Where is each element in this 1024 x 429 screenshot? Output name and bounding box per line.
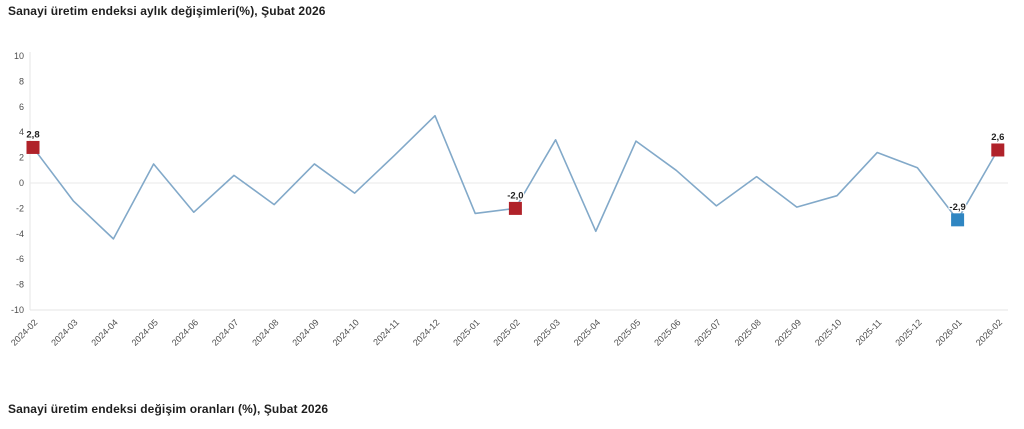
data-point-marker-2026-01[interactable] <box>951 213 965 227</box>
y-axis-tick-label: 4 <box>19 127 24 137</box>
x-axis-tick-label: 2025-03 <box>532 317 562 347</box>
x-axis-tick-label: 2025-10 <box>813 317 843 347</box>
x-axis-tick-label: 2025-08 <box>733 317 763 347</box>
y-axis-tick-label: 10 <box>14 51 24 61</box>
y-axis-tick-label: 6 <box>19 102 24 112</box>
series-line <box>32 114 999 240</box>
x-axis-tick-label: 2024-09 <box>290 317 320 347</box>
x-axis-tick-label: 2025-07 <box>692 317 722 347</box>
x-axis-tick-label: 2025-04 <box>572 317 602 347</box>
y-axis-tick-label: 8 <box>19 76 24 86</box>
x-axis-tick-label: 2025-11 <box>854 317 884 347</box>
section-title-bottom: Sanayi üretim endeksi değişim oranları (… <box>8 402 329 416</box>
x-axis-tick-label: 2024-12 <box>411 317 441 347</box>
x-axis-tick-label: 2025-09 <box>773 317 803 347</box>
x-axis-tick-label: 2025-05 <box>612 317 642 347</box>
x-axis-tick-label: 2025-01 <box>451 317 481 347</box>
x-axis-tick-label: 2024-08 <box>250 317 280 347</box>
line-chart: 10 8 6 4 2 0 -2 -4 -6 -8 -10 2024-02 2024-03 2024-04 2… <box>9 51 1008 348</box>
x-axis-tick-label: 2024-10 <box>331 317 361 347</box>
x-axis-tick-label: 2024-03 <box>49 317 79 347</box>
y-axis-tick-label: 0 <box>19 178 24 188</box>
y-axis-tick-label: -10 <box>11 305 24 315</box>
x-axis-tick-label: 2026-01 <box>934 317 964 347</box>
y-axis-tick-label: -4 <box>16 229 24 239</box>
y-axis-tick-label: 2 <box>19 153 24 163</box>
x-axis-tick-label: 2024-02 <box>9 317 39 347</box>
y-axis-tick-label: -6 <box>16 254 24 264</box>
data-point-marker-2026-02[interactable] <box>991 143 1005 157</box>
data-point-label-2024-02: 2,8 <box>26 129 39 140</box>
data-point-label-2026-01: -2,9 <box>949 202 965 213</box>
x-axis-tick-label: 2024-06 <box>170 317 200 347</box>
y-axis-tick-label: -8 <box>16 280 24 290</box>
x-axis-tick-label: 2026-02 <box>974 317 1004 347</box>
x-axis-tick-label: 2024-11 <box>371 317 401 347</box>
x-axis-tick-label: 2025-12 <box>893 317 923 347</box>
x-axis-tick-label: 2024-05 <box>130 317 160 347</box>
x-axis-tick-label: 2024-07 <box>210 317 240 347</box>
y-axis-tick-label: -2 <box>16 203 24 213</box>
chart-title: Sanayi üretim endeksi aylık değişimleri(… <box>8 4 326 18</box>
data-point-marker-2025-02[interactable] <box>508 201 522 215</box>
data-point-label-2026-02: 2,6 <box>991 132 1004 143</box>
x-axis-tick-label: 2025-06 <box>652 317 682 347</box>
x-axis-tick-label: 2024-04 <box>89 317 119 347</box>
x-axis-tick-label: 2025-02 <box>491 317 521 347</box>
data-point-label-2025-02: -2,0 <box>507 190 523 201</box>
data-point-marker-2024-02[interactable] <box>26 140 40 154</box>
